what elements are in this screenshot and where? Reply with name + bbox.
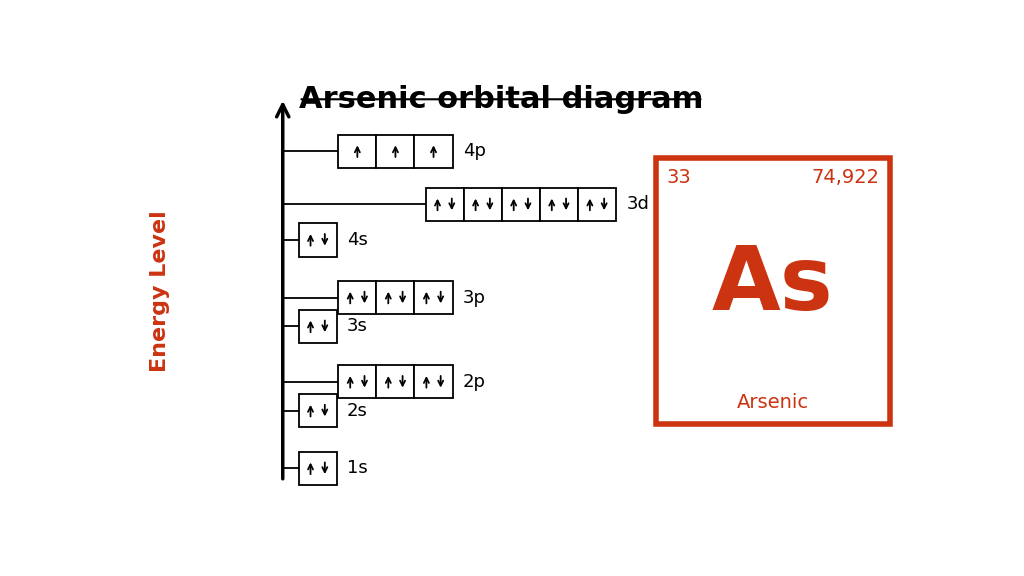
Bar bbox=[377, 281, 415, 314]
Text: 3d: 3d bbox=[627, 195, 649, 213]
Bar bbox=[578, 188, 616, 221]
Bar bbox=[415, 365, 453, 399]
Bar bbox=[426, 188, 464, 221]
Text: 1s: 1s bbox=[347, 459, 368, 478]
Bar bbox=[338, 135, 377, 168]
Bar bbox=[540, 188, 578, 221]
Text: Arsenic orbital diagram: Arsenic orbital diagram bbox=[299, 85, 703, 113]
Bar bbox=[299, 452, 337, 485]
Bar bbox=[415, 281, 453, 314]
Text: 4p: 4p bbox=[463, 142, 486, 160]
Text: Energy Level: Energy Level bbox=[150, 210, 170, 372]
Bar bbox=[299, 394, 337, 427]
Text: 2s: 2s bbox=[347, 401, 368, 420]
Text: 3p: 3p bbox=[463, 289, 486, 306]
Bar bbox=[338, 281, 377, 314]
Text: Arsenic: Arsenic bbox=[736, 392, 809, 411]
Bar bbox=[377, 135, 415, 168]
Bar bbox=[299, 310, 337, 343]
Text: 3s: 3s bbox=[347, 317, 368, 335]
Bar bbox=[415, 135, 453, 168]
Text: As: As bbox=[712, 242, 834, 329]
Bar bbox=[338, 365, 377, 399]
Bar bbox=[299, 223, 337, 256]
Text: 2p: 2p bbox=[463, 373, 486, 391]
Text: 4s: 4s bbox=[347, 231, 368, 249]
Bar bbox=[464, 188, 502, 221]
Bar bbox=[502, 188, 540, 221]
Bar bbox=[377, 365, 415, 399]
Bar bbox=[655, 158, 890, 424]
Text: 74,922: 74,922 bbox=[812, 168, 880, 187]
Text: 33: 33 bbox=[666, 168, 691, 187]
